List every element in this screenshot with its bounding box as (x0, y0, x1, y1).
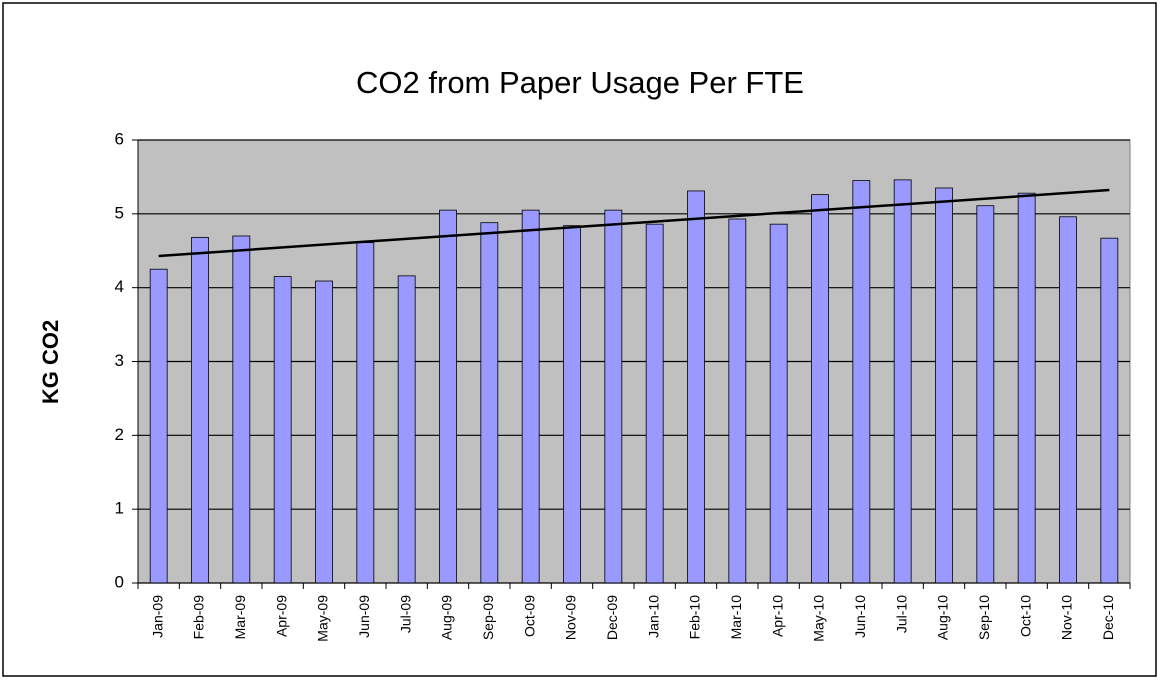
y-axis-label: KG CO2 (38, 320, 63, 404)
bar (811, 194, 829, 584)
x-tick-label: Jun-10 (852, 595, 868, 638)
x-tick-label: Mar-09 (232, 595, 248, 640)
x-tick-label: Jan-09 (149, 595, 165, 638)
x-tick-label: Apr-10 (769, 595, 785, 637)
bar (1017, 192, 1036, 584)
bar (1100, 237, 1119, 584)
bar (356, 242, 375, 584)
bar (273, 276, 292, 584)
x-tick-label: Sep-10 (976, 595, 992, 640)
bar (976, 205, 995, 584)
bar (563, 225, 581, 584)
x-tick-label: Jan-10 (645, 595, 661, 638)
bar (232, 235, 251, 584)
x-tick-label: Apr-09 (273, 595, 289, 637)
x-tick-label: Jul-10 (893, 595, 909, 633)
y-tick-label: 2 (115, 425, 124, 444)
x-tick-label: Oct-10 (1017, 595, 1033, 637)
bar (439, 209, 457, 584)
x-tick-label: Feb-10 (687, 595, 703, 640)
bar (1059, 216, 1077, 584)
y-tick-label: 1 (115, 499, 124, 518)
bar (604, 209, 623, 584)
bar (521, 209, 540, 584)
x-tick-label: Dec-10 (1100, 595, 1116, 640)
bar (893, 179, 912, 584)
bar (645, 223, 664, 584)
x-tick-label: Aug-10 (935, 595, 951, 640)
y-tick-label: 3 (115, 351, 124, 370)
bar (687, 190, 705, 584)
x-tick-label: May-10 (811, 595, 827, 642)
x-tick-label: Oct-09 (521, 595, 537, 637)
x-tick-label: Dec-09 (604, 595, 620, 640)
bar (769, 223, 788, 584)
x-tick-label: Jul-09 (397, 595, 413, 633)
y-tick-label: 6 (115, 129, 124, 148)
y-tick-label: 5 (115, 203, 124, 222)
bar (315, 280, 333, 584)
x-tick-label: Feb-09 (191, 595, 207, 640)
bar (935, 187, 953, 584)
trendline (158, 188, 1110, 258)
x-tick-label: Nov-10 (1059, 595, 1075, 640)
bar (480, 222, 499, 584)
x-tick-label: Aug-09 (439, 595, 455, 640)
x-tick-label: Sep-09 (480, 595, 496, 640)
bar (852, 180, 871, 584)
x-tick-label: Jun-09 (356, 595, 372, 638)
bar (397, 275, 416, 584)
bar (728, 218, 747, 584)
y-tick-label: 0 (115, 572, 124, 591)
x-tick-label: May-09 (315, 595, 331, 642)
bar (149, 268, 168, 584)
bar (191, 237, 209, 584)
x-tick-label: Nov-09 (563, 595, 579, 640)
chart-title: CO2 from Paper Usage Per FTE (356, 65, 804, 100)
x-tick-label: Mar-10 (728, 595, 744, 640)
y-tick-label: 4 (115, 277, 124, 296)
